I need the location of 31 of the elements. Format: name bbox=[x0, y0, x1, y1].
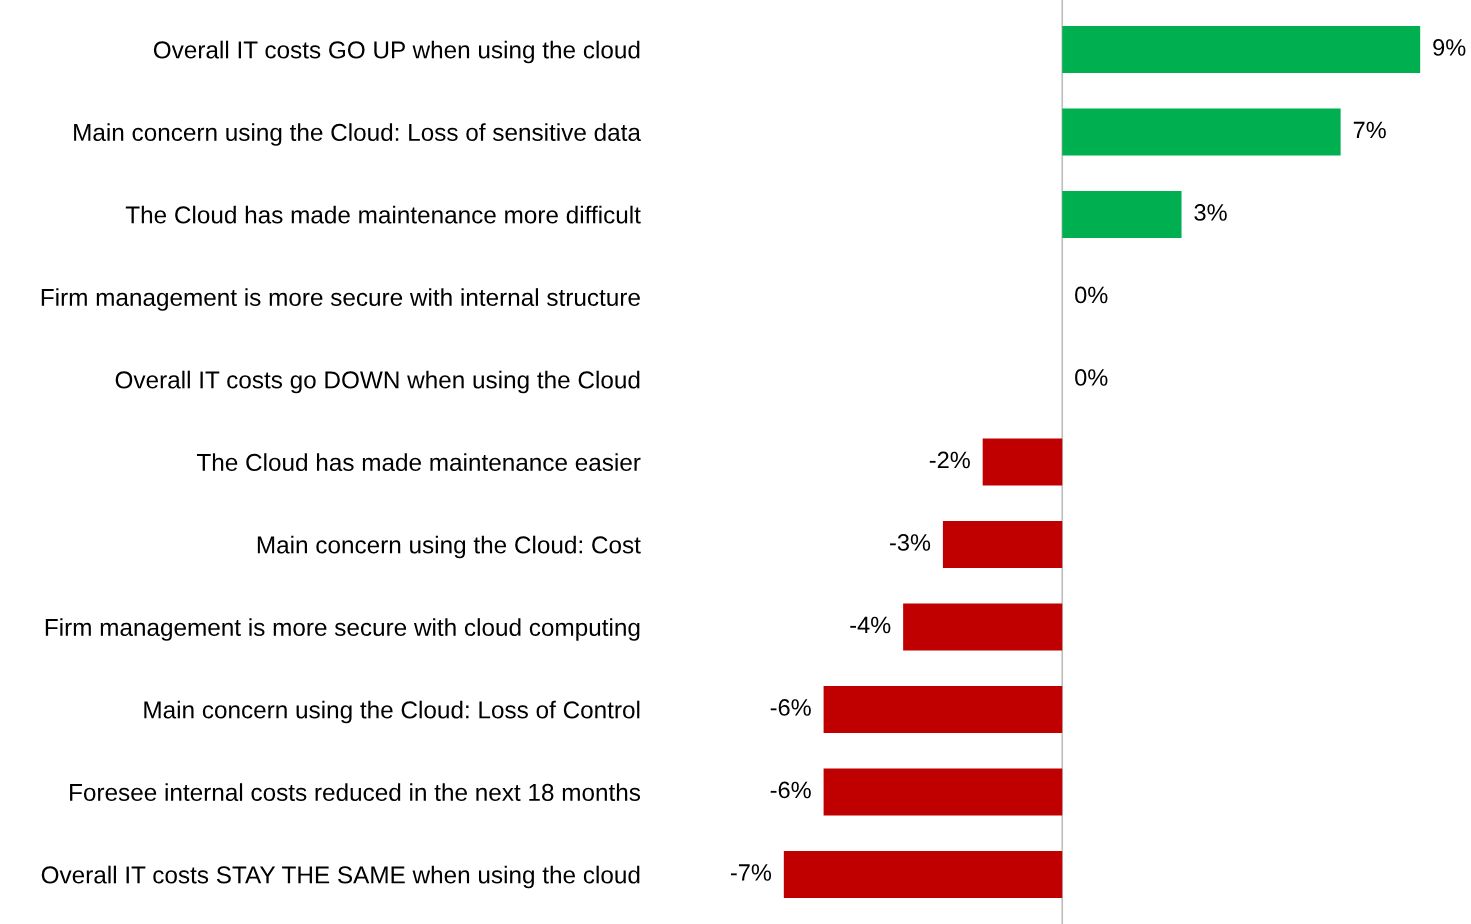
data-label: -3% bbox=[890, 534, 931, 551]
bar bbox=[1062, 108, 1341, 156]
y-tick-label: Overall IT costs GO UP when using the cloud bbox=[153, 40, 640, 64]
y-tick-label: Overall IT costs go DOWN when using the Cloud bbox=[115, 370, 640, 394]
bar bbox=[823, 685, 1063, 734]
bar bbox=[1062, 25, 1421, 74]
data-label: 7% bbox=[1353, 121, 1386, 139]
y-tick-label: Firm management is more secure with cloud computing bbox=[45, 618, 640, 641]
y-tick-label: The Cloud has made maintenance more difficult bbox=[125, 205, 641, 224]
y-tick-label: Overall IT costs STAY THE SAME when using the cloud bbox=[41, 865, 640, 889]
data-label: -2% bbox=[929, 451, 970, 469]
data-label: -7% bbox=[730, 864, 772, 881]
y-tick-label: The Cloud has made maintenance easier bbox=[196, 453, 641, 472]
data-label: -4% bbox=[850, 616, 891, 634]
y-tick-label: Main concern using the Cloud: Cost bbox=[257, 535, 641, 559]
bar bbox=[783, 850, 1063, 899]
data-label: 9% bbox=[1433, 39, 1466, 56]
data-label: 3% bbox=[1194, 204, 1227, 221]
y-tick-label: Main concern using the Cloud: Loss of sensitive data bbox=[74, 123, 641, 146]
y-tick-label: Firm management is more secure with internal structure bbox=[41, 288, 640, 311]
bar bbox=[903, 603, 1063, 651]
bar bbox=[1062, 190, 1182, 239]
y-tick-label: Main concern using the Cloud: Loss of Control bbox=[144, 700, 640, 724]
data-label: 0% bbox=[1075, 286, 1108, 304]
bar bbox=[982, 438, 1063, 486]
bar bbox=[823, 768, 1063, 816]
data-label: -6% bbox=[770, 781, 811, 799]
data-label: 0% bbox=[1075, 369, 1108, 386]
data-label: -6% bbox=[770, 699, 811, 716]
bar bbox=[942, 520, 1063, 569]
y-tick-label: Foresee internal costs reduced in the next 18 months bbox=[70, 783, 641, 802]
